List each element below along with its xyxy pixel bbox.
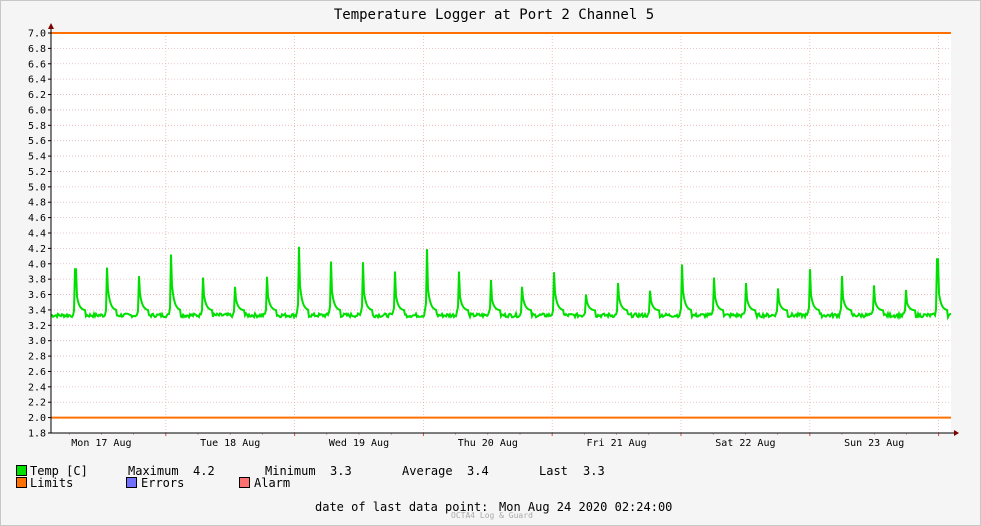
y-tick-label: 2.0 bbox=[28, 413, 46, 424]
y-tick-label: 6.6 bbox=[28, 59, 46, 70]
y-tick-label: 4.8 bbox=[28, 198, 46, 209]
y-tick-label: 5.8 bbox=[28, 121, 46, 132]
x-tick-label: Fri 21 Aug bbox=[586, 438, 646, 449]
legend-average-value: 3.4 bbox=[467, 464, 489, 478]
y-tick-label: 4.4 bbox=[28, 229, 46, 240]
x-axis-ticks: Mon 17 Aug Tue 18 Aug Wed 19 Aug Thu 20 Aug… bbox=[68, 433, 940, 449]
legend-alarm: Alarm bbox=[254, 476, 291, 490]
chart-title: Temperature Logger at Port 2 Channel 5 bbox=[334, 7, 654, 23]
y-tick-label: 7.0 bbox=[28, 29, 46, 40]
legend-maximum-label: Maximum bbox=[128, 464, 179, 478]
y-tick-label: 1.8 bbox=[28, 429, 46, 440]
y-axis-arrow-icon bbox=[48, 23, 54, 29]
y-tick-label: 3.8 bbox=[28, 275, 46, 286]
temp-swatch-icon bbox=[16, 465, 27, 476]
x-tick-label: Sat 22 Aug bbox=[715, 438, 775, 449]
y-tick-label: 6.0 bbox=[28, 105, 46, 116]
y-tick-label: 4.2 bbox=[28, 244, 46, 255]
y-tick-label: 6.2 bbox=[28, 90, 46, 101]
legend-last-value: 3.3 bbox=[583, 464, 605, 478]
y-tick-label: 3.0 bbox=[28, 336, 46, 347]
x-tick-label: Tue 18 Aug bbox=[200, 438, 260, 449]
last-data-label: date of last data point: bbox=[315, 500, 489, 514]
y-tick-label: 2.8 bbox=[28, 352, 46, 363]
y-tick-label: 2.4 bbox=[28, 382, 46, 393]
series-line-temp bbox=[50, 246, 952, 321]
y-tick-label: 4.6 bbox=[28, 213, 46, 224]
series-lines bbox=[50, 246, 952, 321]
legend-last-label: Last bbox=[539, 464, 568, 478]
y-tick-label: 3.2 bbox=[28, 321, 46, 332]
axes bbox=[48, 23, 959, 436]
x-tick-label: Wed 19 Aug bbox=[329, 438, 389, 449]
y-tick-label: 4.0 bbox=[28, 259, 46, 270]
brand-text: OCTA4 Log & Guard bbox=[451, 511, 533, 520]
alarm-swatch-icon bbox=[239, 477, 250, 488]
y-axis-ticks: 7.0 6.8 6.6 6.4 6.2 6.0 5.8 5.6 5.4 5.2 5.0 4.8 4.6 4… bbox=[28, 29, 51, 440]
y-tick-label: 5.2 bbox=[28, 167, 46, 178]
legend-maximum-value: 4.2 bbox=[193, 464, 215, 478]
x-tick-label: Sun 23 Aug bbox=[844, 438, 904, 449]
x-tick-label: Thu 20 Aug bbox=[458, 438, 518, 449]
limits-swatch-icon bbox=[16, 477, 27, 488]
legend-temp: Temp [C] bbox=[30, 464, 88, 478]
legend-limits: Limits bbox=[30, 476, 74, 490]
y-tick-label: 6.8 bbox=[28, 44, 46, 55]
legend-minimum-label: Minimum bbox=[265, 464, 316, 478]
y-tick-label: 3.6 bbox=[28, 290, 46, 301]
y-tick-label: 2.2 bbox=[28, 398, 46, 409]
y-tick-label: 5.0 bbox=[28, 182, 46, 193]
x-tick-label: Mon 17 Aug bbox=[71, 438, 131, 449]
x-axis-arrow-icon bbox=[954, 430, 959, 436]
y-tick-label: 3.4 bbox=[28, 305, 46, 316]
legend-errors: Errors bbox=[141, 476, 185, 490]
grid bbox=[51, 32, 951, 434]
last-data-value: Mon Aug 24 2020 02:24:00 bbox=[499, 500, 673, 514]
errors-swatch-icon bbox=[126, 477, 137, 488]
limit-lines bbox=[51, 32, 951, 419]
legend-minimum-value: 3.3 bbox=[330, 464, 352, 478]
y-tick-label: 6.4 bbox=[28, 75, 46, 86]
y-tick-label: 5.6 bbox=[28, 136, 46, 147]
legend-average-label: Average bbox=[402, 464, 453, 478]
y-tick-label: 5.4 bbox=[28, 152, 46, 163]
y-tick-label: 2.6 bbox=[28, 367, 46, 378]
